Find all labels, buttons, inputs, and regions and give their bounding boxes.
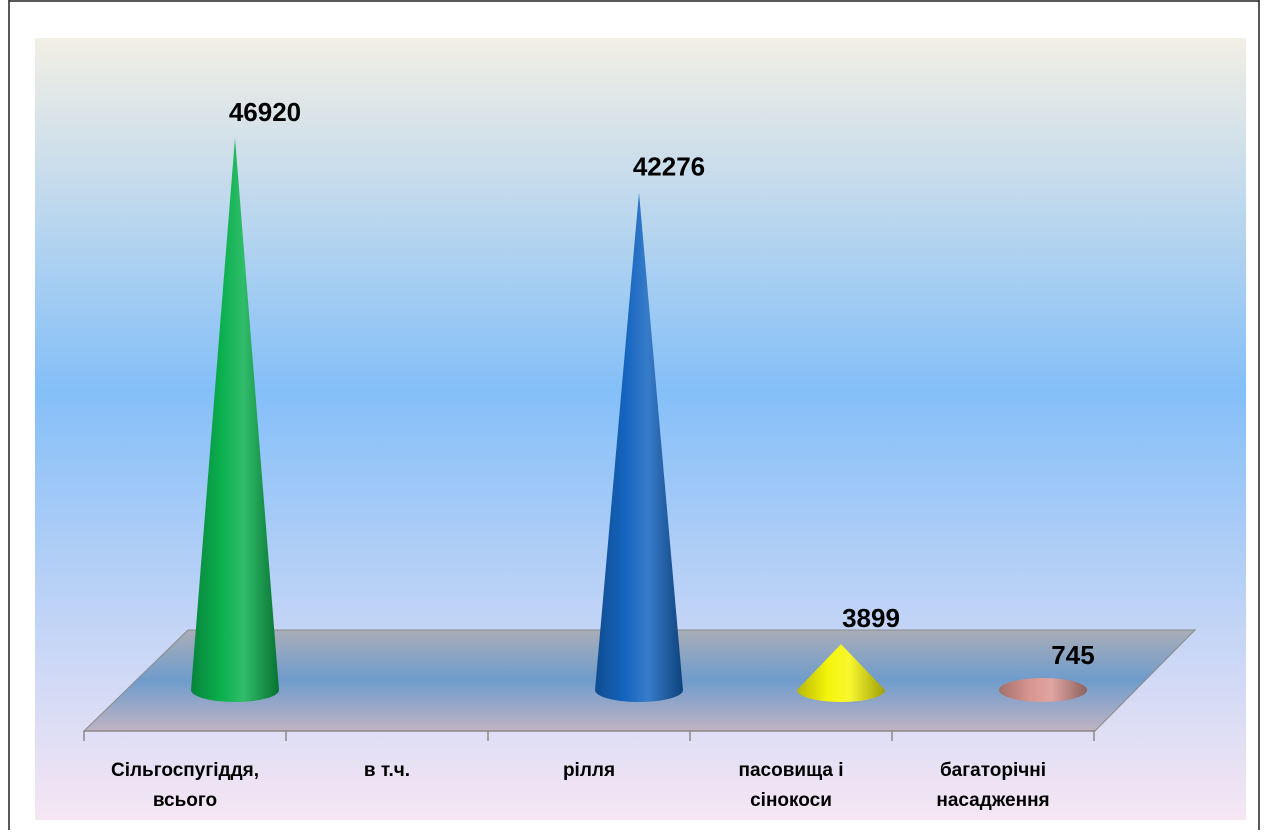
category-label: всього: [153, 790, 217, 811]
cone-bar: [595, 192, 683, 702]
category-label: Сільгоспугіддя,: [111, 760, 259, 781]
series-cones: [191, 138, 1087, 702]
value-label: 42276: [633, 152, 705, 182]
category-label: багаторічні: [940, 760, 1046, 781]
cone-bar: [999, 678, 1087, 702]
value-label: 745: [1051, 640, 1094, 670]
cone-bar: [191, 138, 279, 702]
category-label: рілля: [563, 760, 615, 781]
category-label: в т.ч.: [364, 760, 410, 781]
data-labels: 46920 42276 3899 745: [229, 97, 1095, 670]
category-label: насадження: [936, 790, 1049, 811]
x-axis-ticks: [83, 731, 1095, 741]
value-label: 46920: [229, 97, 301, 127]
category-label: сінокоси: [750, 790, 832, 811]
cone-bar: [797, 644, 885, 702]
category-labels: Сільгоспугіддя, всього в т.ч. рілля пасовища…: [111, 760, 1050, 811]
value-label: 3899: [842, 603, 900, 633]
category-label: пасовища і: [739, 760, 844, 781]
